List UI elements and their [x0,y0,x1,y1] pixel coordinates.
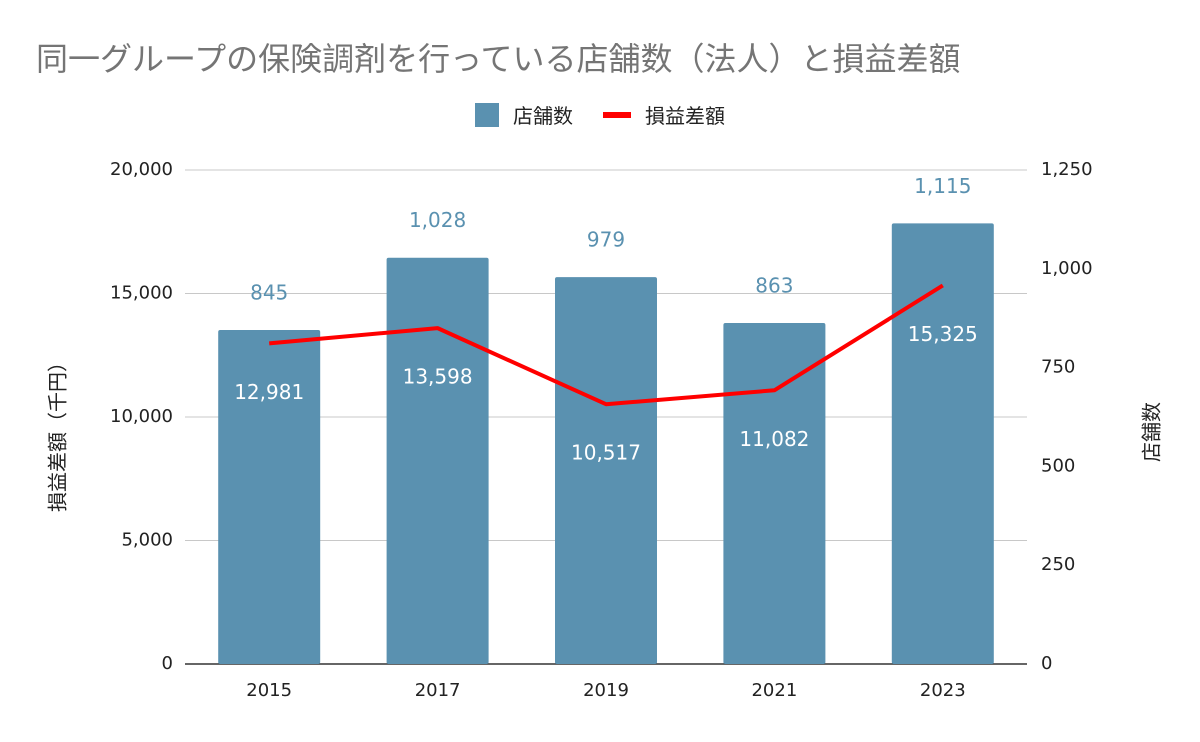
bar [386,257,489,664]
x-tick-label: 2021 [751,680,797,701]
bar [723,322,826,664]
legend-item-bar: 店舗数 [475,100,573,129]
x-tick-label: 2023 [920,680,966,701]
y-right-tick-label: 1,000 [1041,258,1093,279]
y-right-tick-label: 500 [1041,455,1075,476]
line-data-label: 10,517 [571,441,641,465]
y-right-tick-label: 250 [1041,554,1075,575]
y-right-tick-label: 0 [1041,653,1052,674]
bar-data-label: 979 [587,228,625,252]
legend: 店舗数 損益差額 [0,100,1200,129]
line-data-label: 12,981 [234,380,304,404]
y-left-tick-label: 15,000 [110,283,173,304]
legend-label-bar: 店舗数 [513,104,573,128]
bar-data-label: 1,115 [914,174,971,198]
bar [555,277,657,664]
y-left-tick-label: 0 [162,653,173,674]
y-left-tick-label: 10,000 [110,406,173,427]
line-data-label: 15,325 [908,322,978,346]
y-right-tick-label: 1,250 [1041,159,1093,180]
x-tick-label: 2015 [246,680,292,701]
legend-label-line: 損益差額 [645,104,725,128]
bar-data-label: 1,028 [409,208,466,232]
y-left-tick-label: 20,000 [110,159,173,180]
legend-swatch-line [603,111,631,118]
chart-title: 同一グループの保険調剤を行っている店舗数（法人）と損益差額 [36,40,961,78]
bar-data-label: 863 [755,273,793,297]
y-left-tick-label: 5,000 [121,530,173,551]
line-data-label: 13,598 [403,365,473,389]
line-series [269,283,944,407]
x-tick-label: 2017 [415,680,461,701]
legend-swatch-bar [475,102,499,127]
bar [891,223,994,665]
legend-item-line: 損益差額 [603,100,725,129]
x-tick-label: 2019 [583,680,629,701]
y-right-tick-label: 750 [1041,357,1075,378]
bar-data-label: 845 [250,281,288,305]
bar [218,330,321,664]
line-data-label: 11,082 [739,427,809,451]
